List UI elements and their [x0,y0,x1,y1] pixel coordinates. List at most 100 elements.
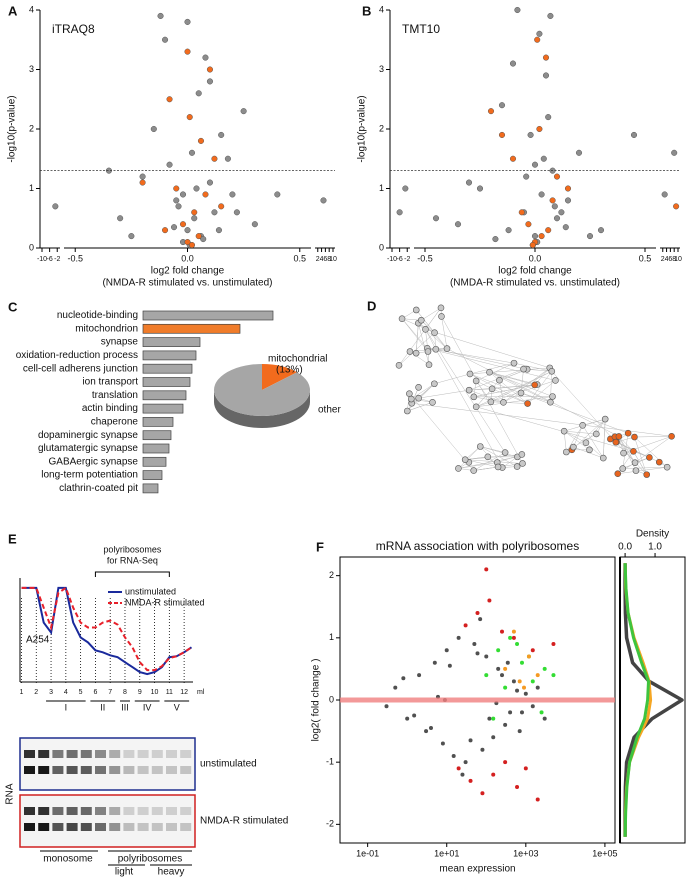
point [397,210,403,216]
network-node [422,326,428,332]
point [429,726,433,730]
gel-band [95,807,106,815]
x-tick-label: 12 [180,689,188,696]
point [441,742,445,746]
point [500,673,504,677]
category-label: dopaminergic synapse [38,430,138,441]
network-node [613,439,619,445]
network-node [438,313,444,319]
network-node [633,468,639,474]
category-label: mitochondrion [75,323,138,334]
network-edge [635,436,672,462]
network-edge [476,363,514,381]
y-tick-label: 0 [379,242,384,252]
gel-band [95,766,106,774]
network-edge [421,308,441,320]
gel-band [138,807,149,815]
bar [143,417,173,426]
point [140,180,146,186]
gel-band [67,823,78,831]
bar [143,364,192,373]
y-tick-label: -1 [326,757,334,767]
point [554,174,560,180]
point [493,236,499,242]
network-node [586,447,592,453]
point [631,132,637,138]
point [151,126,157,132]
network-node [514,464,520,470]
point [241,108,247,114]
x-tick-label: 0.0 [529,253,542,263]
bar [143,338,200,347]
point [487,717,491,721]
point [275,192,281,198]
gel-frame [20,738,195,790]
gel-band [38,823,49,831]
point [491,735,495,739]
bar [143,484,158,493]
point [484,673,488,677]
point [545,114,551,120]
point [539,192,545,198]
y-tick-label: 1 [379,183,384,193]
x-tick-label: 8 [123,689,127,696]
gel-band [81,766,92,774]
pie-label: mitochondrial [268,354,327,365]
x-tick-label: 1e+03 [513,848,538,858]
point [185,19,191,25]
point [554,215,560,221]
network-node [600,455,606,461]
panel-title: TMT10 [402,22,440,36]
point [203,192,209,198]
point [185,227,191,233]
x-tick-label: 6 [93,689,97,696]
y-tick-label: 4 [29,4,34,14]
network-node [656,459,662,465]
x-axis-label: log2 fold change [151,266,225,277]
density-curve [625,563,682,837]
network-node [473,404,479,410]
bar [143,431,171,440]
point [487,599,491,603]
network-node [593,431,599,437]
point [448,664,452,668]
x-tick-label: 10 [329,256,337,263]
x-tick-label: 11 [166,689,173,696]
point [212,156,218,162]
point [464,760,468,764]
point [484,654,488,658]
network-node [399,316,405,322]
bar [143,391,186,400]
point [512,630,516,634]
y-axis-label: A254 [26,635,50,646]
pie-label: other [318,405,341,416]
point [230,192,236,198]
point [198,138,204,144]
network-node [471,468,477,474]
point [452,754,456,758]
point [412,714,416,718]
y-tick-label: 1 [29,183,34,193]
gel-band [180,823,191,831]
annotation: polyribosomes [103,544,162,554]
point [537,126,543,132]
point [194,186,200,192]
category-label: cell-cell adherens junction [23,363,138,374]
y-tick-label: 3 [29,64,34,74]
point [540,710,544,714]
point [662,192,668,198]
network-node [477,444,483,450]
point [480,748,484,752]
network-node [519,451,525,457]
point [499,132,505,138]
panel-label: D [367,298,376,313]
gel-band [166,766,177,774]
gel-band [95,750,106,758]
point [520,710,524,714]
point [598,227,604,233]
point [218,204,224,210]
x-tick-label: -6 [397,256,403,263]
network-node [471,394,477,400]
point [510,61,516,67]
